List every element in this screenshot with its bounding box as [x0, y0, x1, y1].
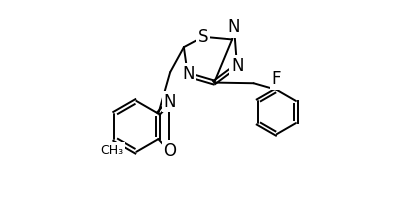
- Text: N: N: [228, 18, 240, 36]
- Text: S: S: [198, 28, 208, 46]
- Text: F: F: [272, 70, 281, 88]
- Text: N: N: [231, 56, 243, 75]
- Text: O: O: [164, 142, 177, 160]
- Text: N: N: [182, 65, 195, 83]
- Text: CH₃: CH₃: [101, 144, 124, 157]
- Text: N: N: [164, 93, 176, 111]
